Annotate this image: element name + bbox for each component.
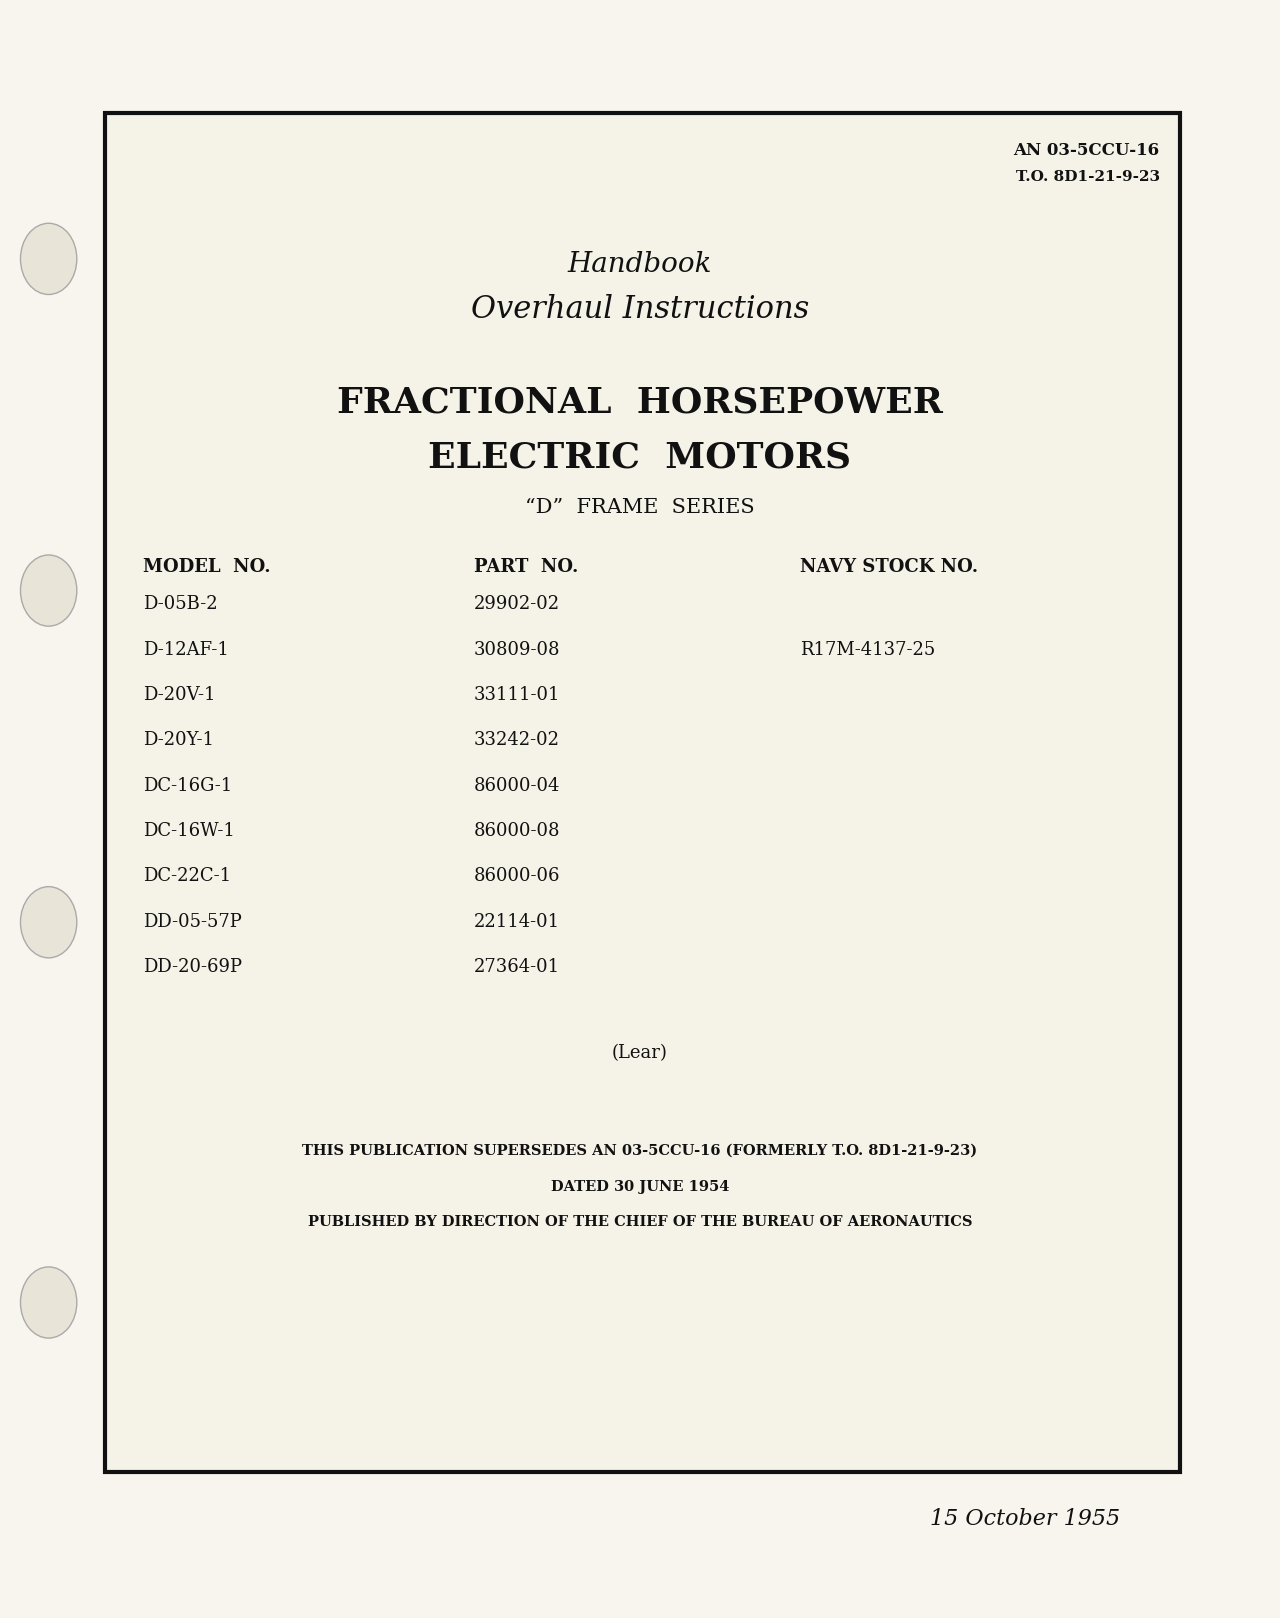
Text: Handbook: Handbook: [568, 251, 712, 278]
Circle shape: [20, 555, 77, 626]
Text: DC-16G-1: DC-16G-1: [143, 777, 233, 794]
Text: (Lear): (Lear): [612, 1044, 668, 1061]
Text: D-12AF-1: D-12AF-1: [143, 641, 229, 659]
Text: Overhaul Instructions: Overhaul Instructions: [471, 294, 809, 325]
Text: MODEL  NO.: MODEL NO.: [143, 558, 271, 576]
Text: DC-16W-1: DC-16W-1: [143, 822, 236, 840]
Text: 86000-06: 86000-06: [474, 867, 561, 885]
Text: NAVY STOCK NO.: NAVY STOCK NO.: [800, 558, 978, 576]
Bar: [105, 113, 1180, 1472]
Text: 22114-01: 22114-01: [474, 913, 559, 930]
Circle shape: [20, 223, 77, 294]
Text: 29902-02: 29902-02: [474, 595, 559, 613]
Text: AN 03-5CCU-16: AN 03-5CCU-16: [1014, 142, 1160, 160]
Text: PUBLISHED BY DIRECTION OF THE CHIEF OF THE BUREAU OF AERONAUTICS: PUBLISHED BY DIRECTION OF THE CHIEF OF T…: [307, 1215, 973, 1230]
Text: 86000-04: 86000-04: [474, 777, 559, 794]
Text: R17M-4137-25: R17M-4137-25: [800, 641, 936, 659]
Text: 15 October 1955: 15 October 1955: [929, 1508, 1120, 1531]
Text: PART  NO.: PART NO.: [474, 558, 579, 576]
Text: DC-22C-1: DC-22C-1: [143, 867, 232, 885]
Text: D-20V-1: D-20V-1: [143, 686, 216, 704]
Bar: [105, 113, 1180, 1472]
Text: 86000-08: 86000-08: [474, 822, 561, 840]
Text: D-20Y-1: D-20Y-1: [143, 731, 214, 749]
Circle shape: [20, 1267, 77, 1338]
Text: 27364-01: 27364-01: [474, 958, 559, 976]
Text: ELECTRIC  MOTORS: ELECTRIC MOTORS: [429, 440, 851, 474]
Text: DATED 30 JUNE 1954: DATED 30 JUNE 1954: [550, 1180, 730, 1194]
Text: DD-20-69P: DD-20-69P: [143, 958, 242, 976]
Text: 33242-02: 33242-02: [474, 731, 559, 749]
Text: D-05B-2: D-05B-2: [143, 595, 218, 613]
Text: DD-05-57P: DD-05-57P: [143, 913, 242, 930]
Text: 33111-01: 33111-01: [474, 686, 561, 704]
Circle shape: [20, 887, 77, 958]
Text: “D”  FRAME  SERIES: “D” FRAME SERIES: [525, 498, 755, 518]
Text: THIS PUBLICATION SUPERSEDES AN 03-5CCU-16 (FORMERLY T.O. 8D1-21-9-23): THIS PUBLICATION SUPERSEDES AN 03-5CCU-1…: [302, 1144, 978, 1158]
Text: 30809-08: 30809-08: [474, 641, 561, 659]
Text: T.O. 8D1-21-9-23: T.O. 8D1-21-9-23: [1015, 170, 1160, 184]
Text: FRACTIONAL  HORSEPOWER: FRACTIONAL HORSEPOWER: [337, 385, 943, 419]
